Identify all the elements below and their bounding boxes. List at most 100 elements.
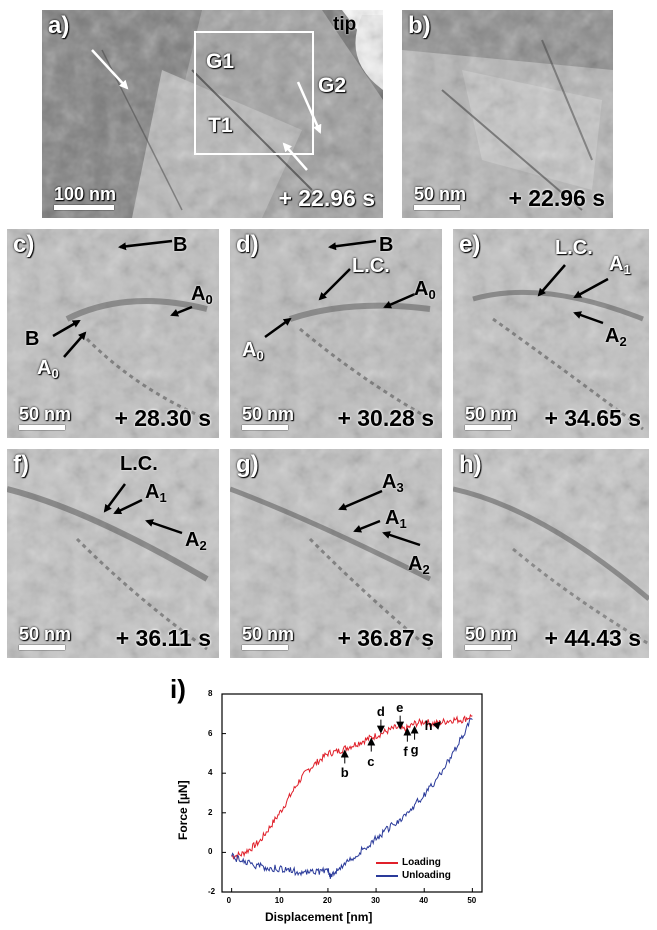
time-stamp-f: + 36.11 s [115, 625, 211, 651]
scale-line-f [19, 645, 65, 650]
point-label-d: d [376, 703, 385, 719]
annotation-a2: A2 [408, 553, 430, 577]
annotation-lc: L.C. [555, 237, 593, 259]
x-tick-label: 40 [419, 896, 429, 905]
legend-label-loading: Loading [402, 857, 441, 868]
grain-g1-label: G1 [206, 50, 235, 73]
point-label-b: b [340, 765, 349, 781]
annotation-a0-right: A0 [414, 278, 436, 302]
time-stamp-a: + 22.96 s [278, 185, 375, 211]
panel-label-a: a) [48, 12, 70, 39]
twin-t1-label: T1 [208, 114, 233, 137]
scale-label-b: 50 nm [414, 184, 467, 204]
scale-bar-g: 50 nm [242, 625, 294, 650]
scale-line-c [19, 425, 65, 430]
scale-bar-f: 50 nm [19, 625, 71, 650]
annotation-lc: L.C. [352, 255, 390, 277]
scale-label-d: 50 nm [242, 404, 295, 424]
annotation-a1: A1 [385, 507, 407, 531]
chart-legend: Loading Unloading [376, 856, 451, 882]
scale-bar-e: 50 nm [465, 405, 517, 430]
legend-swatch-loading [376, 861, 398, 864]
tem-image-a [42, 10, 383, 218]
tem-image-g [230, 449, 442, 658]
series-line-loading [231, 713, 473, 861]
point-label-e: e [396, 699, 404, 715]
annotation-a2: A2 [185, 529, 207, 553]
tem-image-d [230, 229, 442, 438]
panel-g: g) A3 A1 A2 50 nm + 36.87 s [230, 449, 442, 658]
tem-image-h [453, 449, 649, 658]
series-line-unloading [231, 718, 473, 879]
panel-f: f) L.C. A1 A2 50 nm + 36.11 s [7, 449, 219, 658]
x-tick-label: 10 [274, 896, 284, 905]
tem-image-c [7, 229, 219, 438]
point-arrow-h [432, 721, 442, 730]
scale-line-e [465, 425, 511, 430]
y-tick-label: -2 [208, 887, 216, 896]
y-axis-title: Force [µN] [176, 780, 190, 840]
x-axis-title: Displacement [nm] [265, 910, 373, 924]
annotation-a0-right: A0 [191, 283, 213, 307]
panel-label-e: e) [459, 231, 481, 258]
point-label-g: g [410, 741, 419, 757]
y-tick-label: 8 [208, 689, 213, 698]
panel-label-c: c) [13, 231, 35, 258]
panel-b: b) 50 nm + 22.96 s [402, 10, 613, 218]
point-label-c: c [367, 753, 375, 769]
scale-line-g [242, 645, 288, 650]
legend-label-unloading: Unloading [402, 870, 451, 881]
panel-label-f: f) [13, 451, 29, 478]
tem-image-e [453, 229, 649, 438]
scale-label-e: 50 nm [465, 404, 518, 424]
plot-frame [221, 693, 483, 893]
annotation-b-left: B [25, 328, 40, 350]
time-stamp-d: + 30.28 s [337, 405, 434, 431]
annotation-a2: A2 [605, 325, 627, 349]
y-tick-label: 0 [208, 847, 213, 857]
grain-g2-label: G2 [318, 74, 347, 97]
scale-label-g: 50 nm [242, 624, 295, 644]
y-tick-label: 4 [208, 768, 213, 778]
scale-label-h: 50 nm [465, 624, 518, 644]
annotation-a0-left: A0 [242, 339, 264, 363]
annotation-a1: A1 [145, 481, 167, 505]
tem-image-b [402, 10, 613, 218]
x-tick-label: 0 [226, 896, 232, 905]
time-stamp-e: + 34.65 s [544, 405, 641, 431]
point-label-f: f [403, 743, 408, 759]
scale-bar-a: 100 nm [54, 185, 116, 210]
legend-item-loading: Loading [376, 856, 451, 869]
tip-label: tip [333, 14, 357, 35]
scale-line-d [242, 425, 288, 430]
point-label-h: h [424, 717, 433, 733]
time-stamp-g: + 36.87 s [337, 625, 434, 651]
scale-label-f: 50 nm [19, 624, 72, 644]
scale-line-b [414, 205, 460, 210]
legend-swatch-unloading [376, 874, 398, 877]
x-tick-label: 50 [467, 896, 477, 905]
annotation-lc: L.C. [120, 453, 158, 475]
panel-a: a) tip G1 G2 T1 100 nm + 22.96 s [42, 10, 383, 218]
time-stamp-b: + 22.96 s [508, 185, 605, 211]
legend-item-unloading: Unloading [376, 869, 451, 882]
annotation-a1: A1 [609, 253, 631, 277]
panel-label-i: i) [170, 674, 186, 704]
y-tick-label: 2 [208, 807, 213, 817]
panel-label-d: d) [236, 231, 259, 258]
time-stamp-h: + 44.43 s [544, 625, 641, 651]
chart-plot [221, 693, 483, 893]
scale-line-a [54, 205, 114, 210]
panel-label-g: g) [236, 451, 259, 478]
panel-h: h) 50 nm + 44.43 s [453, 449, 649, 658]
panel-label-b: b) [408, 12, 431, 39]
panel-d: d) B L.C. A0 A0 50 nm + 30.28 s [230, 229, 442, 438]
time-stamp-c: + 28.30 s [114, 405, 211, 431]
scale-bar-d: 50 nm [242, 405, 294, 430]
panel-c: c) B A0 B A0 50 nm + 28.30 s [7, 229, 219, 438]
scale-bar-b: 50 nm [414, 185, 466, 210]
x-tick-label: 30 [371, 896, 380, 905]
y-tick-label: 6 [208, 728, 213, 738]
annotation-a3: A3 [382, 471, 404, 495]
scale-label-c: 50 nm [19, 404, 72, 424]
